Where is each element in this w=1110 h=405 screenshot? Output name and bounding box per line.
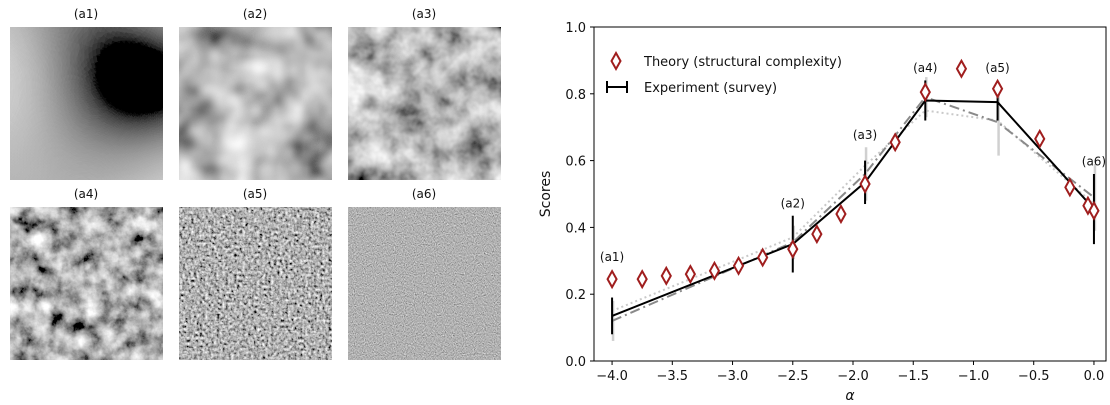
y-tick-label: 1.0 bbox=[565, 21, 586, 36]
plot-frame bbox=[593, 26, 1107, 362]
texture-label-a5: (a5) bbox=[243, 187, 267, 201]
theory-point bbox=[757, 247, 769, 268]
x-tick-label: −2.0 bbox=[837, 369, 869, 384]
point-annotation: (a1) bbox=[600, 250, 624, 264]
x-tick-label: −3.0 bbox=[717, 369, 749, 384]
y-tick-label: 0.4 bbox=[565, 221, 586, 236]
theory-point bbox=[811, 224, 823, 245]
x-tick-label: −4.0 bbox=[596, 369, 628, 384]
theory-point bbox=[732, 255, 745, 276]
texture-label-a4: (a4) bbox=[74, 187, 98, 201]
theory-point bbox=[660, 265, 672, 286]
x-tick-label: −2.5 bbox=[777, 369, 809, 384]
legend-experiment-label: Experiment (survey) bbox=[644, 81, 777, 96]
x-axis-label: α bbox=[845, 388, 855, 404]
point-annotation: (a2) bbox=[781, 196, 805, 210]
y-tick-label: 0.8 bbox=[565, 88, 586, 103]
theory-point bbox=[889, 132, 901, 153]
y-tick-label: 0.0 bbox=[565, 355, 586, 370]
texture-image-a1 bbox=[10, 27, 163, 180]
y-tick-label: 0.2 bbox=[565, 288, 586, 303]
legend-theory-marker bbox=[610, 50, 622, 72]
texture-image-a2 bbox=[179, 27, 332, 180]
theory-point bbox=[684, 264, 697, 285]
legend-theory-label: Theory (structural complexity) bbox=[643, 55, 842, 70]
theory-point bbox=[919, 82, 931, 103]
theory-point bbox=[787, 239, 799, 260]
texture-label-a3: (a3) bbox=[412, 7, 436, 21]
x-tick-label: −1.5 bbox=[897, 369, 929, 384]
texture-panels: (a1) (a2) (a3) (a4) (a5) (a6) bbox=[10, 7, 501, 360]
theory-point bbox=[991, 78, 1004, 99]
theory-point bbox=[636, 269, 648, 290]
theory-point bbox=[835, 204, 847, 225]
texture-label-a2: (a2) bbox=[243, 7, 267, 21]
x-tick-label: 0.0 bbox=[1084, 369, 1105, 384]
theory-point bbox=[859, 173, 871, 195]
theory-point bbox=[1064, 177, 1076, 198]
y-tick-label: 0.6 bbox=[565, 155, 586, 170]
theory-point bbox=[955, 58, 968, 79]
theory-point bbox=[606, 269, 618, 290]
texture-image-a4 bbox=[10, 207, 163, 360]
y-axis-label: Scores bbox=[538, 171, 554, 218]
theory-point bbox=[1088, 200, 1100, 221]
x-tick-label: −0.5 bbox=[1018, 369, 1050, 384]
point-annotation: (a5) bbox=[985, 61, 1009, 75]
point-annotation: (a4) bbox=[913, 61, 937, 75]
theory-point bbox=[708, 260, 721, 281]
point-annotation: (a6) bbox=[1082, 155, 1106, 169]
score-chart: −4.0 −3.5 −3.0 −2.5 −2.0 −1.5 −1.0 −0.5 0.0 0.0 0.… bbox=[538, 21, 1107, 404]
texture-image-a3 bbox=[348, 27, 501, 180]
x-tick-label: −3.5 bbox=[657, 369, 689, 384]
x-tick-label: −1.0 bbox=[958, 369, 990, 384]
point-annotation: (a3) bbox=[853, 128, 877, 142]
texture-label-a1: (a1) bbox=[74, 7, 98, 21]
texture-label-a6: (a6) bbox=[412, 187, 436, 201]
theory-point bbox=[1034, 128, 1046, 149]
texture-image-a5 bbox=[179, 207, 332, 360]
texture-image-a6 bbox=[348, 207, 501, 360]
